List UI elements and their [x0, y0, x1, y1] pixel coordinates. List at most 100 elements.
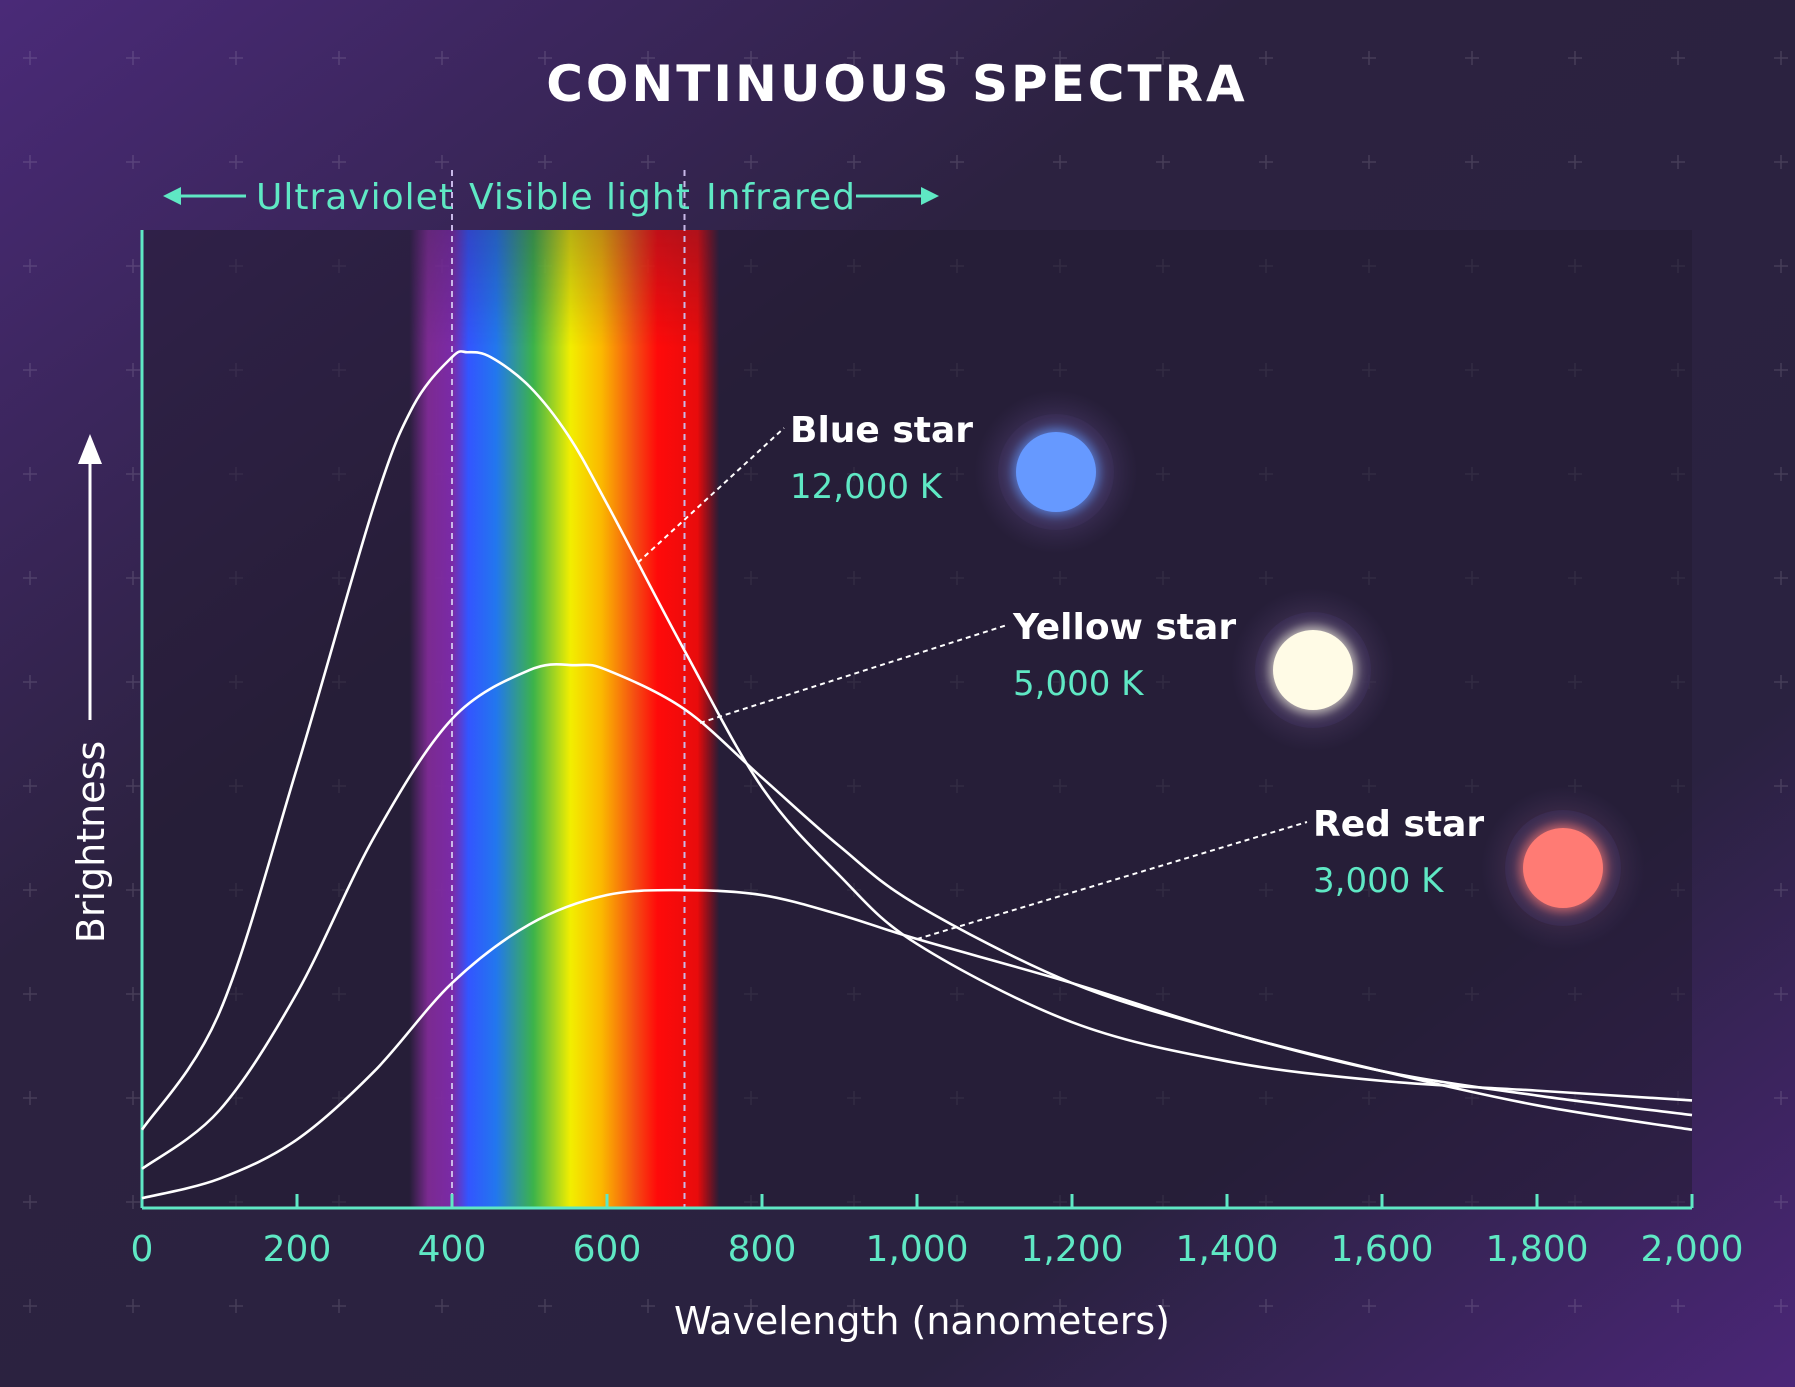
grid-cross-mark [1774, 363, 1788, 377]
x-tick-label: 800 [728, 1229, 797, 1270]
grid-cross-mark [126, 467, 140, 481]
star-icon [1273, 630, 1353, 710]
grid-cross-mark [1362, 51, 1376, 65]
region-label-visible: Visible light [469, 177, 691, 218]
grid-cross-mark [23, 987, 37, 1001]
x-tick-label: 1,400 [1175, 1229, 1278, 1270]
grid-cross-mark [126, 363, 140, 377]
grid-cross-mark [435, 155, 449, 169]
x-axis-ticks: 0 200 400 600 800 1,000 1,200 1,400 1,600 1,800 2,… [131, 1194, 1744, 1270]
grid-cross-mark [23, 779, 37, 793]
x-tick-label: 600 [573, 1229, 642, 1270]
grid-cross-mark [23, 1299, 37, 1313]
x-tick-label: 1,000 [865, 1229, 968, 1270]
grid-cross-mark [126, 987, 140, 1001]
grid-cross-mark [126, 883, 140, 897]
grid-cross-mark [1774, 155, 1788, 169]
grid-cross-mark [1465, 51, 1479, 65]
grid-cross-mark [1568, 1299, 1582, 1313]
grid-cross-mark [1671, 51, 1685, 65]
grid-cross-mark [1774, 883, 1788, 897]
star-temperature-label: 12,000 K [790, 467, 944, 507]
grid-cross-mark [332, 1299, 346, 1313]
grid-cross-mark [435, 51, 449, 65]
grid-cross-mark [1362, 1299, 1376, 1313]
x-tick-label: 1,200 [1020, 1229, 1123, 1270]
grid-cross-mark [1053, 51, 1067, 65]
grid-cross-mark [1568, 155, 1582, 169]
grid-cross-mark [847, 155, 861, 169]
grid-cross-mark [1053, 1299, 1067, 1313]
x-axis-label: Wavelength (nanometers) [674, 1299, 1170, 1343]
grid-cross-mark [23, 883, 37, 897]
grid-cross-mark [23, 155, 37, 169]
grid-cross-mark [1774, 675, 1788, 689]
grid-cross-mark [126, 571, 140, 585]
grid-cross-mark [23, 259, 37, 273]
grid-cross-mark [229, 155, 243, 169]
leader-line [916, 821, 1308, 941]
grid-cross-mark [1259, 51, 1273, 65]
grid-cross-mark [1568, 51, 1582, 65]
grid-cross-mark [1671, 1299, 1685, 1313]
grid-cross-mark [1362, 155, 1376, 169]
x-tick-label: 1,800 [1485, 1229, 1588, 1270]
grid-cross-mark [126, 259, 140, 273]
grid-cross-mark [1774, 1091, 1788, 1105]
grid-cross-mark [1156, 51, 1170, 65]
grid-cross-mark [744, 51, 758, 65]
grid-cross-mark [126, 51, 140, 65]
grid-cross-mark [126, 675, 140, 689]
grid-cross-mark [23, 363, 37, 377]
plot-area [142, 230, 1692, 1208]
grid-cross-mark [1053, 155, 1067, 169]
grid-cross-mark [332, 155, 346, 169]
chart-title: CONTINUOUS SPECTRA [546, 55, 1248, 113]
grid-cross-mark [126, 779, 140, 793]
x-tick-label: 1,600 [1330, 1229, 1433, 1270]
visible-spectrum-band [409, 230, 720, 1208]
leader-line [637, 427, 785, 564]
star-temperature-label: 3,000 K [1313, 861, 1445, 901]
arrow-up-icon-head [78, 434, 102, 464]
grid-cross-mark [1774, 1195, 1788, 1209]
grid-cross-mark [847, 1299, 861, 1313]
grid-cross-mark [950, 51, 964, 65]
grid-cross-mark [1465, 155, 1479, 169]
x-tick-label: 200 [263, 1229, 332, 1270]
spectrum-curves [140, 350, 1693, 1200]
grid-cross-mark [950, 155, 964, 169]
grid-cross-mark [1156, 1299, 1170, 1313]
grid-cross-mark [126, 1299, 140, 1313]
grid-cross-mark [538, 51, 552, 65]
grid-cross-mark [435, 1299, 449, 1313]
grid-cross-mark [126, 1195, 140, 1209]
grid-cross-mark [23, 467, 37, 481]
star-temperature-label: 5,000 K [1013, 664, 1145, 704]
grid-cross-mark [1774, 571, 1788, 585]
grid-cross-mark [744, 155, 758, 169]
region-label-ultraviolet: Ultraviolet [256, 177, 454, 218]
grid-cross-mark [126, 155, 140, 169]
grid-cross-mark [229, 1299, 243, 1313]
star-icon [1016, 432, 1096, 512]
star-name-label: Red star [1313, 804, 1484, 845]
grid-cross-mark [126, 1091, 140, 1105]
grid-cross-mark [1465, 1299, 1479, 1313]
grid-cross-mark [950, 1299, 964, 1313]
grid-cross-mark [1671, 155, 1685, 169]
grid-cross-mark [538, 1299, 552, 1313]
grid-cross-mark [23, 675, 37, 689]
grid-cross-mark [1774, 987, 1788, 1001]
grid-cross-mark [23, 571, 37, 585]
grid-cross-mark [1774, 779, 1788, 793]
grid-cross-mark [847, 51, 861, 65]
grid-cross-mark [23, 51, 37, 65]
x-tick-label: 0 [131, 1229, 154, 1270]
grid-cross-mark [1156, 155, 1170, 169]
star-icon [1523, 828, 1603, 908]
star-name-label: Yellow star [1012, 607, 1236, 648]
grid-cross-mark [1774, 259, 1788, 273]
grid-cross-mark [1774, 1299, 1788, 1313]
series-line-blue-star [140, 350, 1693, 1131]
